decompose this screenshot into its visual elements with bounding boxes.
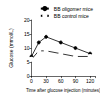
- svg-text:20: 20: [24, 17, 30, 23]
- svg-text:10: 10: [24, 45, 30, 51]
- svg-text:90: 90: [73, 78, 79, 84]
- svg-text:5: 5: [26, 59, 30, 66]
- svg-text:0: 0: [26, 73, 30, 80]
- svg-text:15: 15: [24, 31, 30, 37]
- svg-text:0: 0: [30, 78, 33, 84]
- svg-text:Time after glucose injection (: Time after glucose injection (minutes): [26, 88, 100, 93]
- svg-text:Glucose (mmol/L): Glucose (mmol/L): [8, 28, 14, 68]
- svg-text:60: 60: [58, 78, 64, 84]
- svg-text:BB oligomer mice: BB oligomer mice: [54, 6, 93, 12]
- svg-text:BB control mice: BB control mice: [54, 13, 89, 19]
- svg-text:120: 120: [86, 78, 95, 84]
- svg-text:30: 30: [43, 78, 49, 84]
